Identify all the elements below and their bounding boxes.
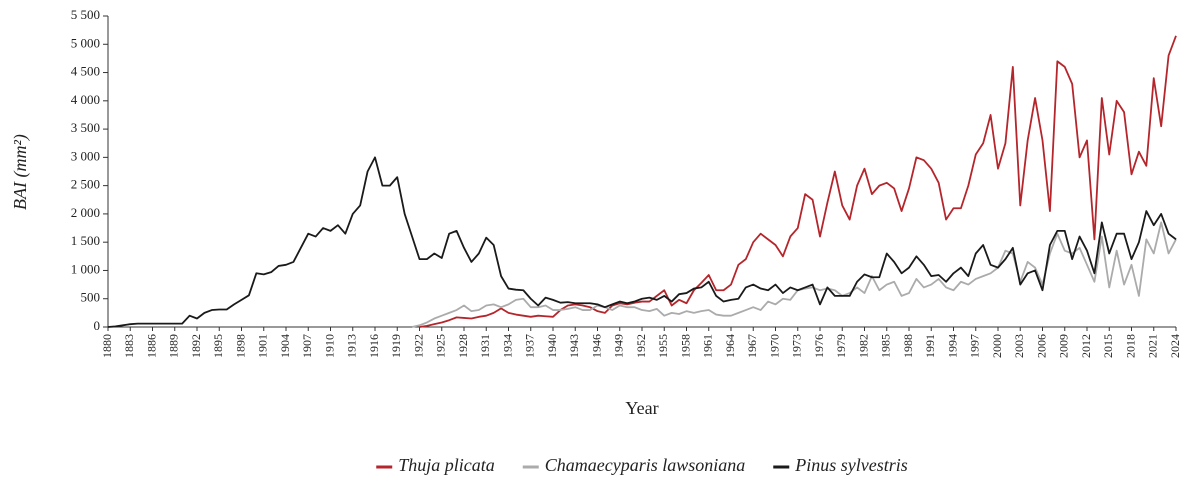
x-tick-label: 1922 — [411, 334, 425, 358]
y-tick-label: 3 000 — [71, 148, 100, 163]
x-tick-label: 1961 — [701, 334, 715, 358]
x-tick-label: 1934 — [500, 334, 514, 358]
x-tick-label: 2024 — [1168, 334, 1182, 358]
y-tick-label: 0 — [94, 318, 101, 333]
x-tick-label: 1976 — [812, 334, 826, 358]
x-tick-label: 1991 — [923, 334, 937, 358]
x-tick-label: 1997 — [968, 334, 982, 358]
y-tick-label: 4 500 — [71, 64, 100, 79]
legend-label: Thuja plicata — [398, 455, 495, 475]
x-tick-label: 1895 — [211, 334, 225, 358]
x-tick-label: 1967 — [745, 334, 759, 358]
x-tick-label: 2003 — [1012, 334, 1026, 358]
x-tick-label: 1994 — [945, 334, 959, 358]
x-tick-label: 1988 — [901, 334, 915, 358]
x-tick-label: 1946 — [589, 334, 603, 358]
x-tick-label: 1910 — [322, 334, 336, 358]
x-tick-label: 1892 — [189, 334, 203, 358]
legend-label: Pinus sylvestris — [794, 455, 908, 475]
x-tick-label: 2018 — [1123, 334, 1137, 358]
x-tick-label: 1943 — [567, 334, 581, 358]
x-tick-label: 2021 — [1146, 334, 1160, 358]
y-tick-label: 5 000 — [71, 35, 100, 50]
x-tick-label: 1964 — [723, 334, 737, 358]
x-tick-label: 1889 — [167, 334, 181, 358]
x-tick-label: 2015 — [1101, 334, 1115, 358]
y-tick-label: 2 500 — [71, 177, 100, 192]
y-tick-label: 2 000 — [71, 205, 100, 220]
x-tick-label: 1973 — [790, 334, 804, 358]
x-tick-label: 1982 — [856, 334, 870, 358]
x-tick-label: 1931 — [478, 334, 492, 358]
x-tick-label: 1919 — [389, 334, 403, 358]
x-tick-label: 1952 — [634, 334, 648, 358]
x-tick-label: 1958 — [678, 334, 692, 358]
series-line — [107, 156, 1177, 328]
x-tick-label: 1925 — [434, 334, 448, 358]
x-tick-label: 2006 — [1034, 334, 1048, 358]
y-axis-title: BAI (mm²) — [10, 134, 31, 210]
x-tick-label: 1940 — [545, 334, 559, 358]
x-tick-label: 1901 — [256, 334, 270, 358]
y-tick-label: 500 — [81, 290, 101, 305]
x-tick-label: 1916 — [367, 334, 381, 358]
x-tick-label: 1880 — [100, 334, 114, 358]
x-tick-label: 1970 — [767, 334, 781, 358]
x-tick-label: 1979 — [834, 334, 848, 358]
x-tick-label: 1907 — [300, 334, 314, 358]
series-line — [411, 221, 1177, 328]
x-tick-label: 1886 — [144, 334, 158, 358]
series-line — [419, 35, 1177, 328]
x-tick-label: 1883 — [122, 334, 136, 358]
x-tick-label: 1937 — [523, 334, 537, 358]
x-tick-label: 2000 — [990, 334, 1004, 358]
x-tick-label: 1898 — [233, 334, 247, 358]
y-tick-label: 1 000 — [71, 261, 100, 276]
x-tick-label: 1985 — [879, 334, 893, 358]
x-tick-label: 1955 — [656, 334, 670, 358]
legend-label: Chamaecyparis lawsoniana — [545, 455, 746, 475]
x-tick-label: 2009 — [1057, 334, 1071, 358]
y-tick-label: 3 500 — [71, 120, 100, 135]
x-tick-label: 1904 — [278, 334, 292, 358]
y-tick-label: 4 000 — [71, 92, 100, 107]
y-tick-label: 1 500 — [71, 233, 100, 248]
x-tick-label: 1928 — [456, 334, 470, 358]
x-tick-label: 1913 — [345, 334, 359, 358]
x-tick-label: 2012 — [1079, 334, 1093, 358]
x-tick-label: 1949 — [612, 334, 626, 358]
x-axis-title: Year — [625, 398, 658, 418]
y-tick-label: 5 500 — [71, 7, 100, 22]
